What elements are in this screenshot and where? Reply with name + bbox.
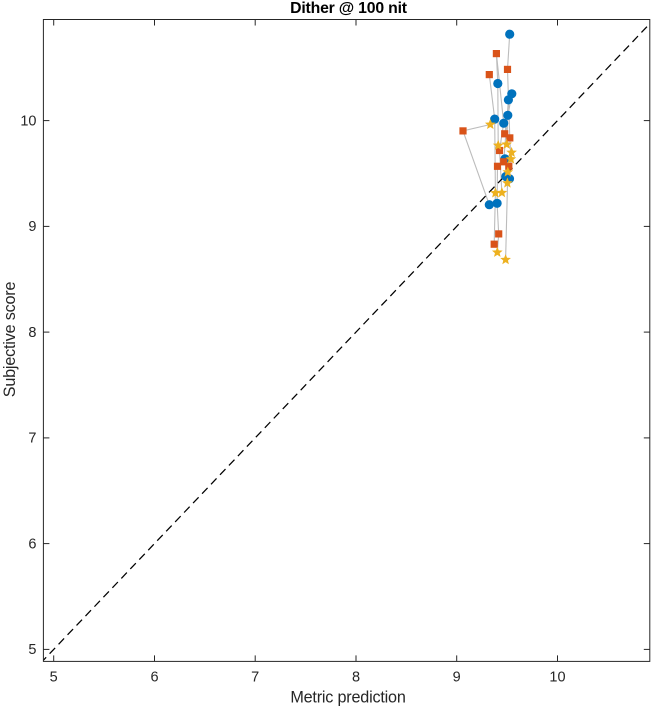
svg-text:Subjective score: Subjective score [1, 282, 19, 398]
svg-text:9: 9 [453, 670, 461, 686]
svg-text:Metric prediction: Metric prediction [290, 689, 405, 707]
svg-text:5: 5 [50, 670, 58, 686]
svg-text:10: 10 [549, 670, 565, 686]
svg-text:7: 7 [28, 431, 36, 447]
svg-text:10: 10 [20, 113, 36, 129]
svg-text:7: 7 [251, 670, 259, 686]
svg-text:6: 6 [28, 536, 36, 552]
svg-text:9: 9 [28, 219, 36, 235]
svg-text:6: 6 [150, 670, 158, 686]
svg-text:5: 5 [28, 642, 36, 658]
svg-text:8: 8 [28, 325, 36, 341]
svg-text:8: 8 [352, 670, 360, 686]
svg-text:Dither @ 100 nit: Dither @ 100 nit [290, 0, 408, 17]
